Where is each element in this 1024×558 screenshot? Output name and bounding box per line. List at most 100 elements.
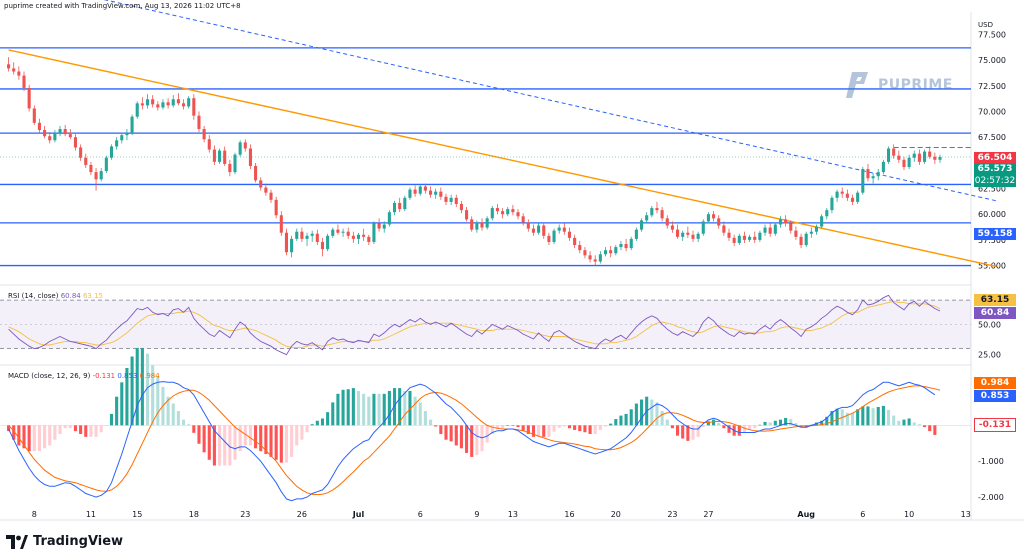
- macd-histogram-bar: [326, 412, 330, 426]
- candle-body: [295, 231, 299, 239]
- candle: [7, 57, 11, 72]
- candle: [686, 226, 690, 238]
- time-axis-tick-label: 13: [961, 510, 971, 519]
- watermark-text: PUPRIME: [878, 77, 953, 93]
- rsi-legend-title: RSI (14, close): [8, 292, 59, 300]
- candle: [305, 232, 309, 247]
- macd-histogram-bar: [135, 347, 139, 426]
- candle-body: [866, 169, 870, 179]
- candle-body: [917, 153, 921, 162]
- macd-histogram-bar: [63, 425, 67, 429]
- candle-body: [218, 150, 222, 162]
- candle: [269, 189, 273, 203]
- candle: [696, 231, 700, 242]
- candle: [48, 132, 52, 144]
- candle: [562, 223, 566, 235]
- candle-body: [53, 133, 57, 141]
- candle: [814, 224, 819, 235]
- macd-hist-badge: -0.131: [974, 418, 1016, 432]
- macd-histogram-bar: [439, 425, 443, 434]
- candle-body: [254, 165, 258, 181]
- candle: [809, 227, 813, 238]
- macd-histogram-bar: [696, 425, 700, 437]
- candle: [923, 149, 927, 164]
- macd-histogram-bar: [917, 424, 921, 426]
- macd-histogram-bar: [171, 403, 175, 426]
- candle: [454, 194, 458, 208]
- candle-body: [717, 218, 721, 226]
- candle: [89, 161, 93, 176]
- candle: [218, 148, 222, 164]
- dashed-trendline: [103, 0, 997, 202]
- candle-body: [27, 87, 31, 109]
- candle-body: [470, 219, 474, 230]
- candle: [763, 224, 767, 236]
- candle-body: [248, 148, 252, 166]
- macd-histogram-bar: [706, 421, 710, 426]
- candle-body: [269, 192, 273, 200]
- macd-histogram-bar: [58, 425, 62, 434]
- candle: [264, 183, 268, 196]
- candle-body: [434, 191, 438, 195]
- macd-histogram-bar: [356, 390, 361, 426]
- candle: [449, 194, 453, 205]
- macd-hist-legend-value: -0.131: [92, 372, 116, 380]
- candle-body: [197, 115, 201, 130]
- candle: [145, 94, 150, 109]
- macd-histogram-bar: [593, 425, 597, 434]
- candle-body: [274, 199, 278, 216]
- macd-histogram-bar: [151, 365, 155, 426]
- candle: [804, 231, 808, 248]
- macd-histogram-bar: [387, 390, 391, 426]
- macd-histogram-bar: [717, 423, 721, 426]
- candle-body: [459, 203, 463, 211]
- candle-body: [305, 235, 309, 239]
- candle: [68, 129, 72, 140]
- candle-body: [907, 157, 911, 167]
- macd-legend: MACD (close, 12, 26, 9) -0.131 0.853 0.9…: [8, 372, 160, 380]
- orange-trendline: [8, 49, 997, 268]
- macd-histogram-bar: [912, 422, 916, 426]
- macd-histogram-bar: [305, 425, 309, 433]
- time-axis-tick-label: 9: [474, 510, 479, 519]
- candle-body: [48, 136, 52, 141]
- macd-signal-badge: 0.984: [974, 377, 1016, 389]
- macd-histogram-bar: [176, 411, 180, 426]
- candle-body: [171, 99, 175, 106]
- candle: [79, 144, 83, 161]
- candle: [830, 195, 834, 214]
- candle-body: [938, 157, 942, 160]
- candle: [202, 125, 206, 143]
- price-axis-tick-label: 70.000: [978, 108, 1006, 117]
- macd-histogram-bar: [742, 425, 746, 433]
- macd-histogram-bar: [665, 419, 669, 426]
- candle-body: [624, 244, 628, 249]
- candle: [670, 221, 674, 233]
- macd-histogram-bar: [84, 425, 88, 437]
- candle: [320, 237, 325, 257]
- rsi-ma-legend-value: 63.15: [82, 292, 104, 300]
- macd-histogram-bar: [660, 411, 664, 426]
- macd-histogram-bar: [676, 425, 680, 436]
- macd-histogram-bar: [856, 409, 860, 426]
- candle-body: [521, 216, 525, 223]
- candle-body: [94, 172, 98, 180]
- candle: [73, 134, 78, 151]
- candle: [429, 186, 433, 198]
- macd-histogram-bar: [670, 425, 674, 429]
- candle: [187, 96, 191, 109]
- price-axis-tick-label: 57.500: [978, 236, 1006, 245]
- macd-histogram-bar: [413, 396, 417, 426]
- candle-body: [145, 99, 150, 106]
- macd-histogram-bar: [53, 425, 57, 440]
- candle: [434, 188, 438, 199]
- macd-histogram-bar: [115, 396, 119, 426]
- macd-histogram-bar: [881, 405, 885, 426]
- macd-histogram-bar: [418, 402, 422, 426]
- macd-histogram-bar: [212, 425, 216, 466]
- candle-body: [398, 202, 402, 210]
- macd-line: [8, 381, 936, 502]
- time-axis-tick-label: 27: [703, 510, 713, 519]
- time-axis-tick-label: Jul: [352, 510, 365, 519]
